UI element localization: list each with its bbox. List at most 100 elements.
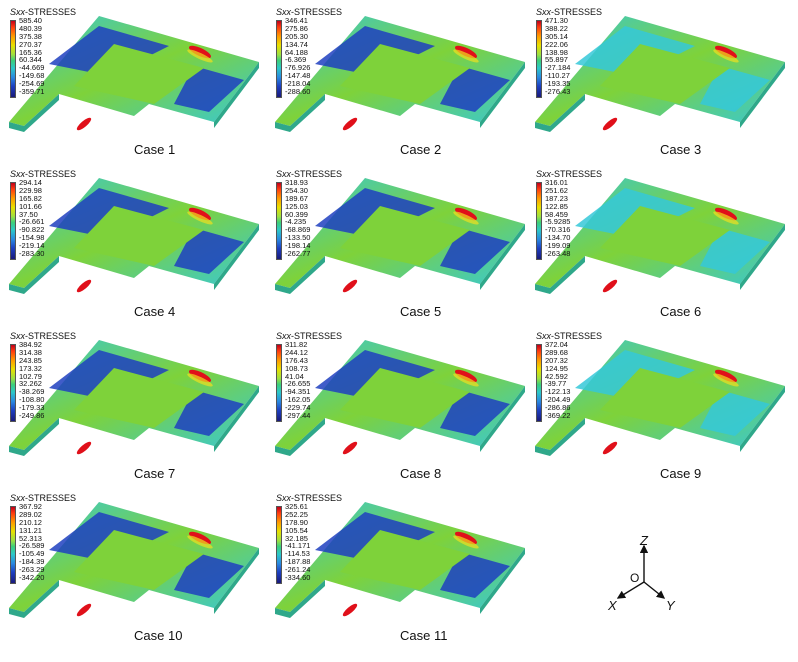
legend-tick-label: 210.12 — [19, 517, 42, 527]
legend-tick-label: -286.86 — [545, 403, 571, 413]
wall-footprint — [74, 44, 204, 104]
legend-tick-label: -122.13 — [545, 387, 571, 397]
tension-peak — [342, 279, 358, 293]
case-panel: Sxx-STRESSES 325.61 252.25 178.90 105.54 32.1… — [270, 490, 530, 650]
slab-side-face — [535, 122, 550, 132]
slab-side-face — [740, 62, 785, 128]
legend-ticks: 372.04 289.68 207.32 124.95 42.592 -39.77 -122… — [545, 341, 605, 420]
slab-side-face — [550, 418, 585, 456]
slab-side-face — [275, 446, 290, 456]
legend-ticks: 346.41 275.86 205.30 134.74 64.188 -6.369 -76.… — [285, 17, 345, 96]
stress-model-render — [275, 178, 525, 294]
slab-side-face — [535, 446, 550, 456]
slab-side-face — [550, 256, 585, 294]
legend-tick-label: -110.27 — [545, 71, 570, 81]
legend-tick-label: 42.592 — [545, 371, 568, 381]
slab-side-face — [290, 94, 325, 132]
legend-tick-label: 270.37 — [19, 39, 42, 49]
wall-footprint — [600, 44, 730, 104]
legend-title-suffix: -STRESSES — [291, 7, 343, 17]
compression-zone — [700, 390, 770, 436]
legend-tick-label: -254.69 — [19, 79, 45, 89]
legend-title-variable: Sxx — [276, 331, 292, 341]
legend-tick-label: -162.05 — [285, 395, 311, 405]
legend-title-suffix: -STRESSES — [291, 493, 343, 503]
compression-zone — [700, 66, 770, 112]
legend-tick-label: 138.98 — [545, 47, 568, 57]
tension-peak — [76, 441, 92, 455]
legend-title: Sxx-STRESSES — [10, 169, 76, 179]
case-panel: Sxx-STRESSES 372.04 289.68 207.32 124.95 42.5… — [530, 328, 790, 488]
legend-tick-label: 388.22 — [545, 23, 568, 33]
legend-tick-label: -198.14 — [285, 241, 311, 251]
legend-tick-label: 375.38 — [19, 31, 42, 41]
case-label: Case 2 — [400, 142, 442, 157]
legend-tick-label: -297.44 — [285, 411, 311, 421]
legend-tick-label: -133.50 — [285, 233, 311, 243]
legend-tick-label: -261.24 — [285, 565, 311, 575]
slab-side-face — [214, 224, 259, 290]
tension-halo — [453, 49, 479, 63]
legend-tick-label: -90.822 — [19, 225, 45, 235]
legend-tick-label: 64.188 — [285, 47, 308, 57]
tension-peak — [454, 531, 478, 545]
tension-peak — [714, 369, 738, 383]
tension-peak — [188, 369, 212, 383]
slab-side-face — [740, 386, 785, 452]
legend-tick-label: 254.30 — [285, 185, 308, 195]
legend-title-suffix: -STRESSES — [25, 493, 77, 503]
stress-model-render — [275, 340, 525, 456]
legend-tick-label: -276.43 — [545, 87, 571, 97]
legend-color-bar — [10, 182, 16, 260]
tension-peak — [454, 45, 478, 59]
stress-model-render — [535, 178, 785, 294]
wall-footprint — [340, 44, 470, 104]
stress-model-render — [275, 16, 525, 132]
compression-zone — [174, 552, 244, 598]
legend-title-variable: Sxx — [536, 7, 552, 17]
legend-tick-label: 52.313 — [19, 533, 42, 543]
tension-halo — [453, 211, 479, 225]
legend-tick-label: -262.77 — [285, 249, 311, 259]
tension-peak — [188, 207, 212, 221]
legend-tick-label: -38.269 — [19, 387, 45, 397]
legend-title: Sxx-STRESSES — [536, 7, 602, 17]
legend-tick-label: 325.61 — [285, 502, 308, 511]
legend-color-bar — [276, 182, 282, 260]
slab-side-face — [24, 418, 59, 456]
legend-tick-label: 124.95 — [545, 363, 568, 373]
legend-tick-label: -134.70 — [545, 233, 571, 243]
slab-side-face — [275, 608, 290, 618]
legend-title-suffix: -STRESSES — [25, 7, 77, 17]
legend-tick-label: -193.35 — [545, 79, 571, 89]
legend-tick-label: 165.82 — [19, 193, 42, 203]
legend-tick-label: 318.93 — [285, 178, 308, 187]
legend-tick-label: -342.20 — [19, 573, 45, 583]
slab-side-face — [214, 548, 259, 614]
legend-tick-label: 125.03 — [285, 201, 308, 211]
legend-tick-label: 60.344 — [19, 55, 42, 65]
legend-title-variable: Sxx — [276, 7, 292, 17]
legend-tick-label: -68.869 — [285, 225, 311, 235]
origin-label: O — [630, 571, 639, 585]
tension-halo — [453, 373, 479, 387]
slab-side-face — [550, 94, 585, 132]
tension-peak — [714, 45, 738, 59]
legend-tick-label: 37.50 — [19, 209, 38, 219]
wall-footprint — [600, 368, 730, 428]
tension-peak — [342, 603, 358, 617]
legend-tick-label: -149.68 — [19, 71, 45, 81]
legend-title-suffix: -STRESSES — [551, 331, 603, 341]
legend-color-bar — [536, 20, 542, 98]
stress-model-render — [535, 340, 785, 456]
tension-halo — [187, 373, 213, 387]
legend-tick-label: 165.36 — [19, 47, 42, 57]
legend-tick-label: 243.85 — [19, 355, 42, 365]
legend-title-suffix: -STRESSES — [291, 169, 343, 179]
legend-title-suffix: -STRESSES — [551, 169, 603, 179]
legend-tick-label: -229.74 — [285, 403, 311, 413]
slab-side-face — [290, 418, 325, 456]
case-panel: Sxx-STRESSES 585.40 480.39 375.38 270.37 165.… — [4, 4, 264, 164]
legend-tick-label: -359.71 — [19, 87, 45, 97]
slab-side-face — [290, 580, 325, 618]
